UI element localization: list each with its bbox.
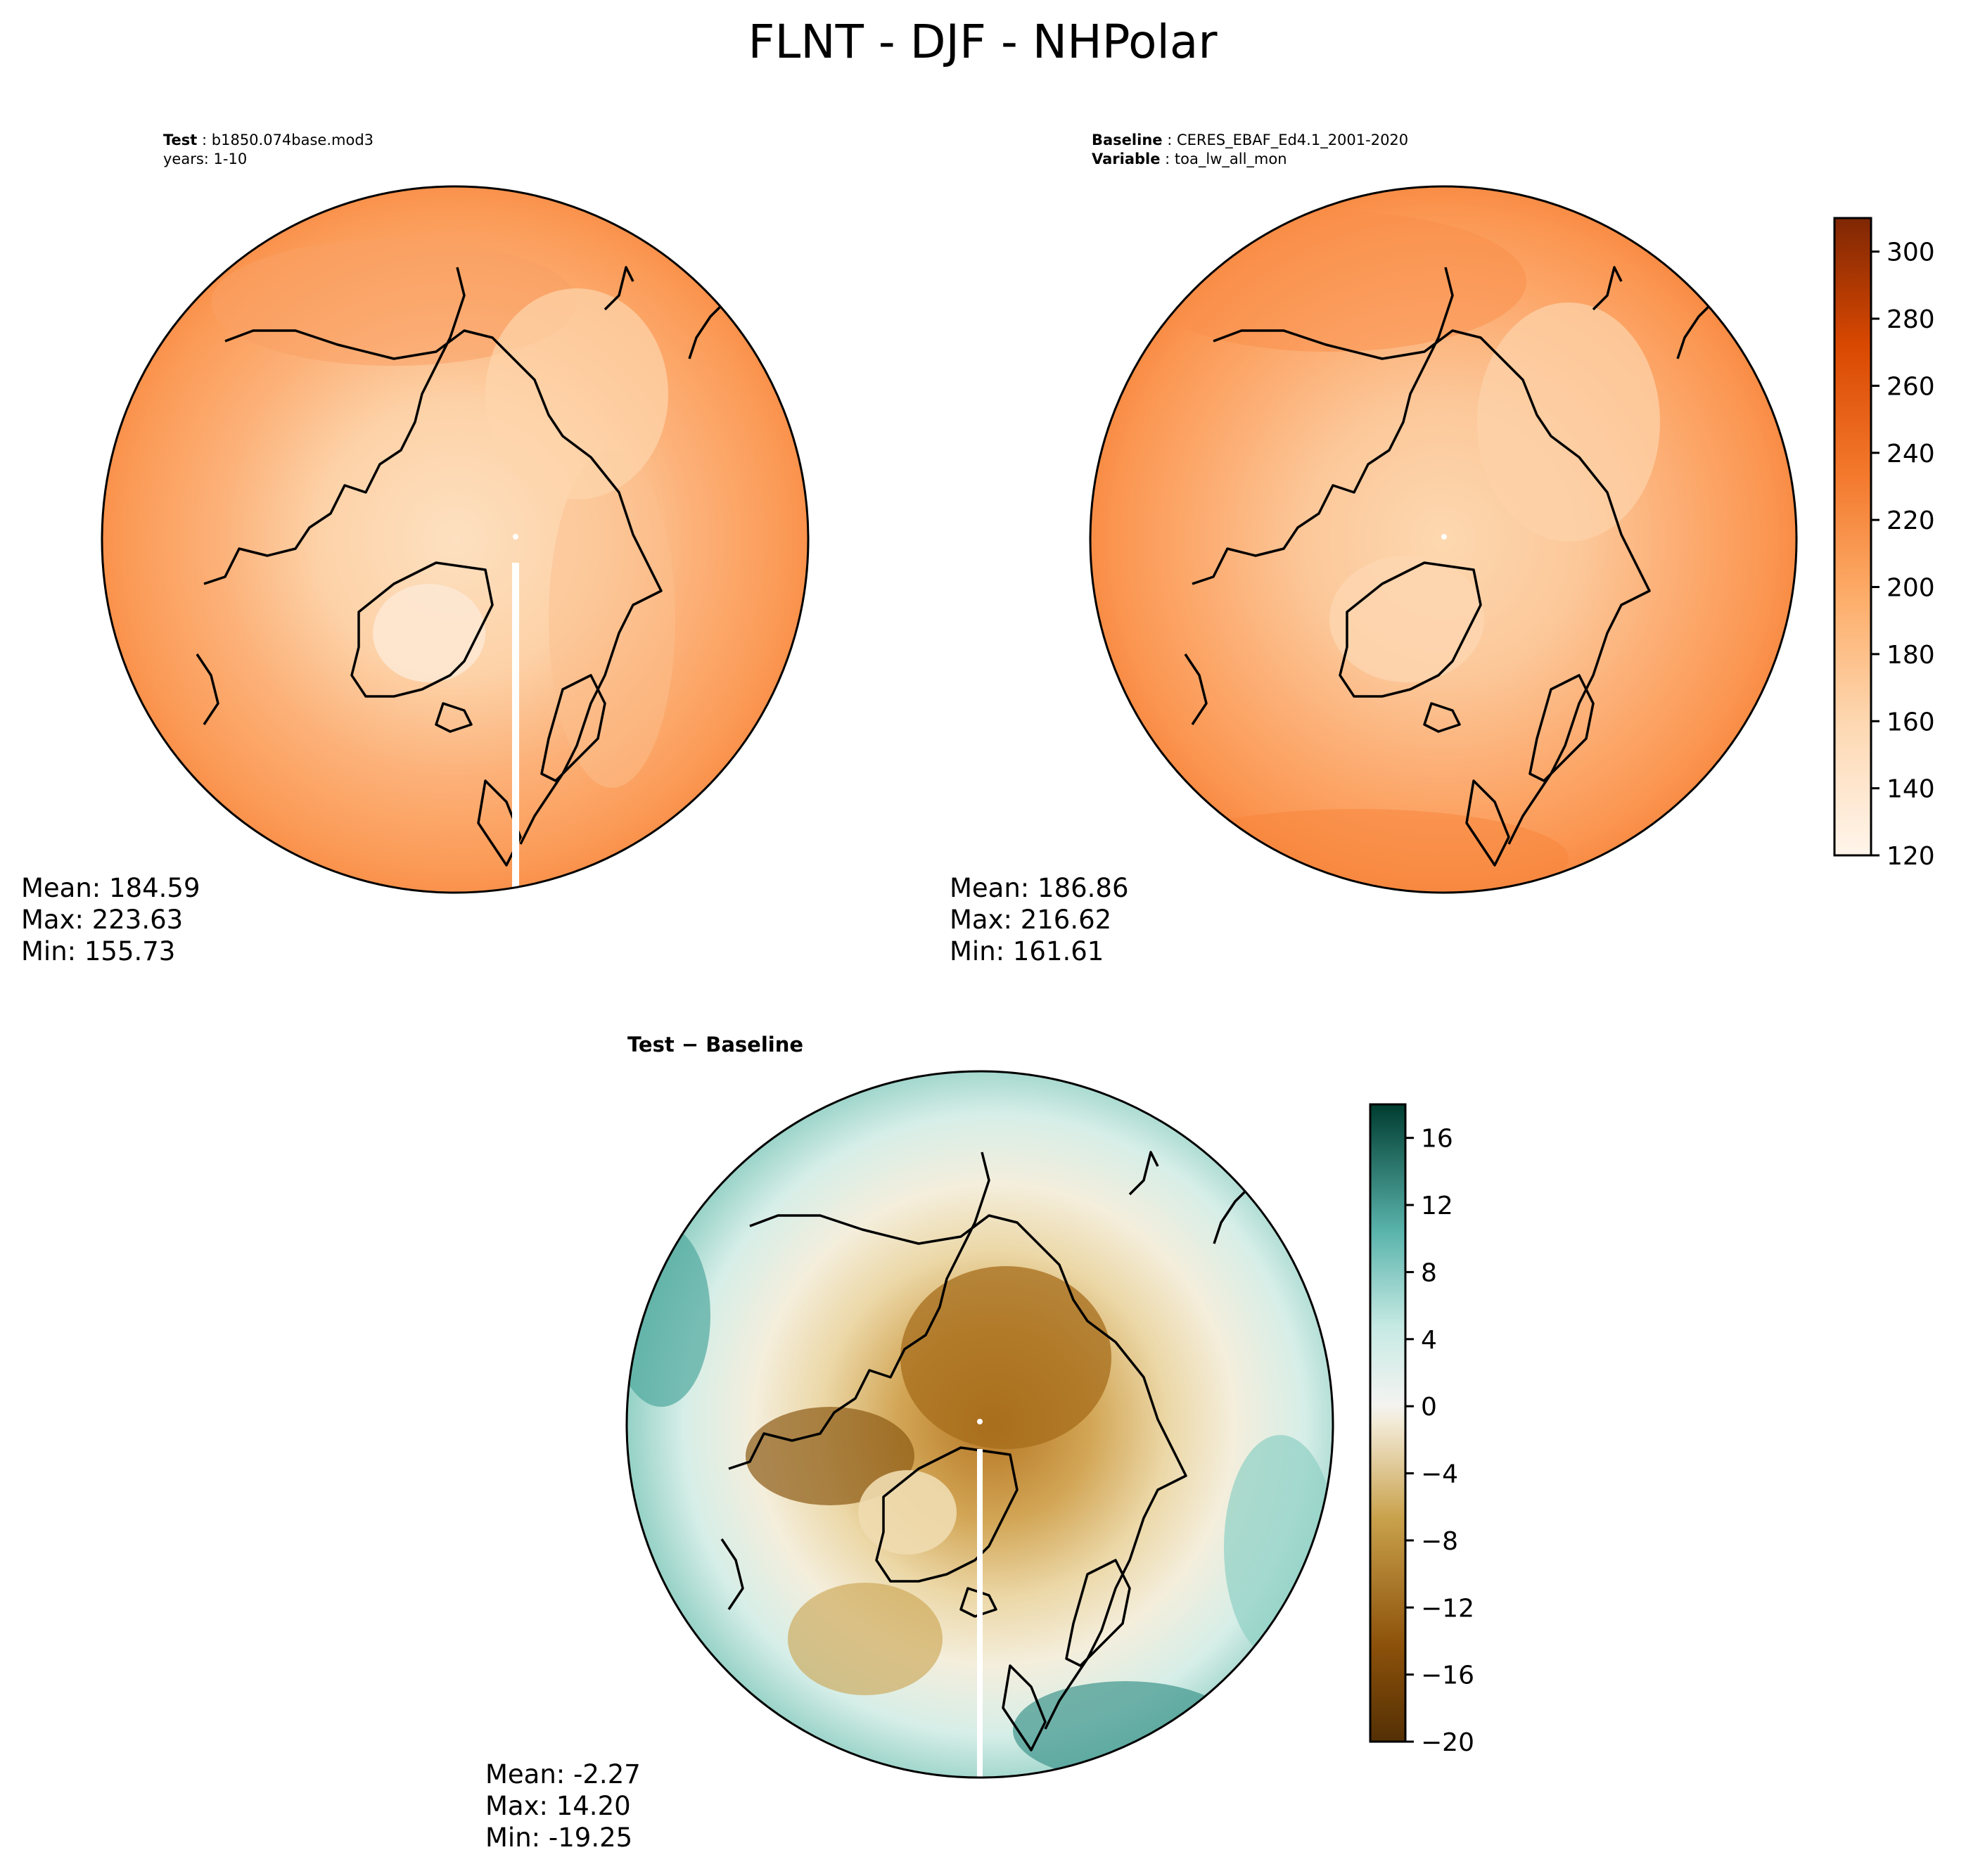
baseline-colorbar-tick-label: 220 [1887,506,1935,535]
baseline-map [1090,186,1796,893]
baseline-field-band [1477,302,1660,542]
baseline-header-line-2: Variable : toa_lw_all_mon [1092,151,1287,168]
test-header-value: b1850.074base.mod3 [212,132,374,148]
baseline-field-band [1132,211,1526,352]
baseline-header-line-1: Baseline : CERES_EBAF_Ed4.1_2001-2020 [1092,132,1408,149]
test-pole-dot [513,534,518,540]
baseline-header-value: CERES_EBAF_Ed4.1_2001-2020 [1177,132,1408,149]
test-min-stat: Min: 155.73 [21,936,175,966]
difference-colorbar-tick-label: 16 [1421,1125,1453,1154]
difference-field-band [746,1407,914,1505]
test-field-band [485,288,668,499]
baseline-colorbar: 300 280 260 240 220 200 180 160 140 120 [1833,217,1935,871]
baseline-colorbar-tick-label: 260 [1887,372,1935,401]
difference-colorbar-tick-label: −4 [1421,1460,1458,1489]
baseline-pole-dot [1441,534,1447,540]
difference-field-band [1224,1435,1333,1660]
baseline-colorbar-tick-label: 180 [1887,641,1935,670]
variable-header-label: Variable [1092,151,1160,167]
test-coastlines [196,266,796,867]
difference-field-band [900,1266,1111,1449]
difference-colorbar-tick-label: −16 [1421,1661,1474,1690]
baseline-colorbar-tick-label: 140 [1887,775,1935,804]
difference-colorbar-tick-label: 0 [1421,1393,1437,1422]
baseline-field-band [1329,556,1484,682]
baseline-colorbar-bar [1833,217,1872,857]
baseline-header-sep: : [1163,132,1177,148]
difference-colorbar-tick-label: 4 [1421,1326,1437,1355]
difference-colorbar-ticks: 16 12 8 4 0 −4 −8 −12 −16 −20 [1405,1125,1474,1757]
difference-panel: Test − Baseline Mean: -2.27 Max: 14.20 M… [485,1033,1474,1853]
difference-field-band [858,1470,957,1555]
difference-map [627,1071,1333,1778]
baseline-field-band [1147,809,1569,893]
difference-colorbar-tick-label: 12 [1421,1192,1453,1220]
baseline-colorbar-tick-label: 240 [1887,440,1935,468]
test-header-label: Test [163,132,197,148]
test-mean-stat: Mean: 184.59 [21,873,200,903]
baseline-panel: Baseline : CERES_EBAF_Ed4.1_2001-2020 Va… [950,132,1935,966]
baseline-max-stat: Max: 216.62 [950,905,1111,935]
difference-pole-dot [977,1419,983,1424]
baseline-colorbar-ticks: 300 280 260 240 220 200 180 160 140 120 [1871,238,1935,871]
difference-colorbar-tick-label: −20 [1421,1728,1474,1757]
test-header-sep: : [197,132,211,148]
baseline-colorbar-tick-label: 200 [1887,574,1935,603]
test-map-boundary [101,185,810,894]
baseline-colorbar-tick-label: 120 [1887,842,1935,871]
difference-colorbar-tick-label: −8 [1421,1527,1458,1556]
test-missing-wedge [512,563,519,893]
difference-min-stat: Min: -19.25 [485,1823,632,1853]
difference-mean-stat: Mean: -2.27 [485,1759,641,1789]
baseline-header-label: Baseline [1092,132,1163,148]
test-map [102,186,808,893]
difference-colorbar-bar [1369,1103,1407,1743]
difference-colorbar-tick-label: −12 [1421,1594,1474,1623]
difference-title: Test − Baseline [627,1033,803,1057]
baseline-colorbar-tick-label: 300 [1887,238,1935,267]
baseline-min-stat: Min: 161.61 [950,936,1104,966]
figure-title: FLNT - DJF - NHPolar [748,15,1218,69]
difference-colorbar-tick-label: 8 [1421,1258,1437,1287]
variable-header-sep: : [1160,151,1174,167]
test-field-band [549,450,675,788]
test-max-stat: Max: 223.63 [21,905,183,935]
test-header-line-1: Test : b1850.074base.mod3 [163,132,374,148]
baseline-coastlines [1184,266,1785,867]
baseline-colorbar-tick-label: 280 [1887,305,1935,334]
difference-colorbar: 16 12 8 4 0 −4 −8 −12 −16 −20 [1369,1103,1474,1757]
baseline-map-boundary [1089,185,1798,894]
baseline-colorbar-tick-label: 160 [1887,708,1935,736]
difference-map-boundary [625,1070,1334,1779]
difference-max-stat: Max: 14.20 [485,1791,631,1821]
difference-missing-wedge [977,1449,983,1778]
difference-field-band [788,1583,943,1695]
difference-field-band [627,1224,710,1407]
variable-header-value: toa_lw_all_mon [1175,151,1287,168]
baseline-mean-stat: Mean: 186.86 [950,873,1129,903]
test-field-band [373,584,485,682]
test-header-line-2: years: 1-10 [163,151,247,167]
test-panel: Test : b1850.074base.mod3 years: 1-10 Me… [21,132,810,966]
